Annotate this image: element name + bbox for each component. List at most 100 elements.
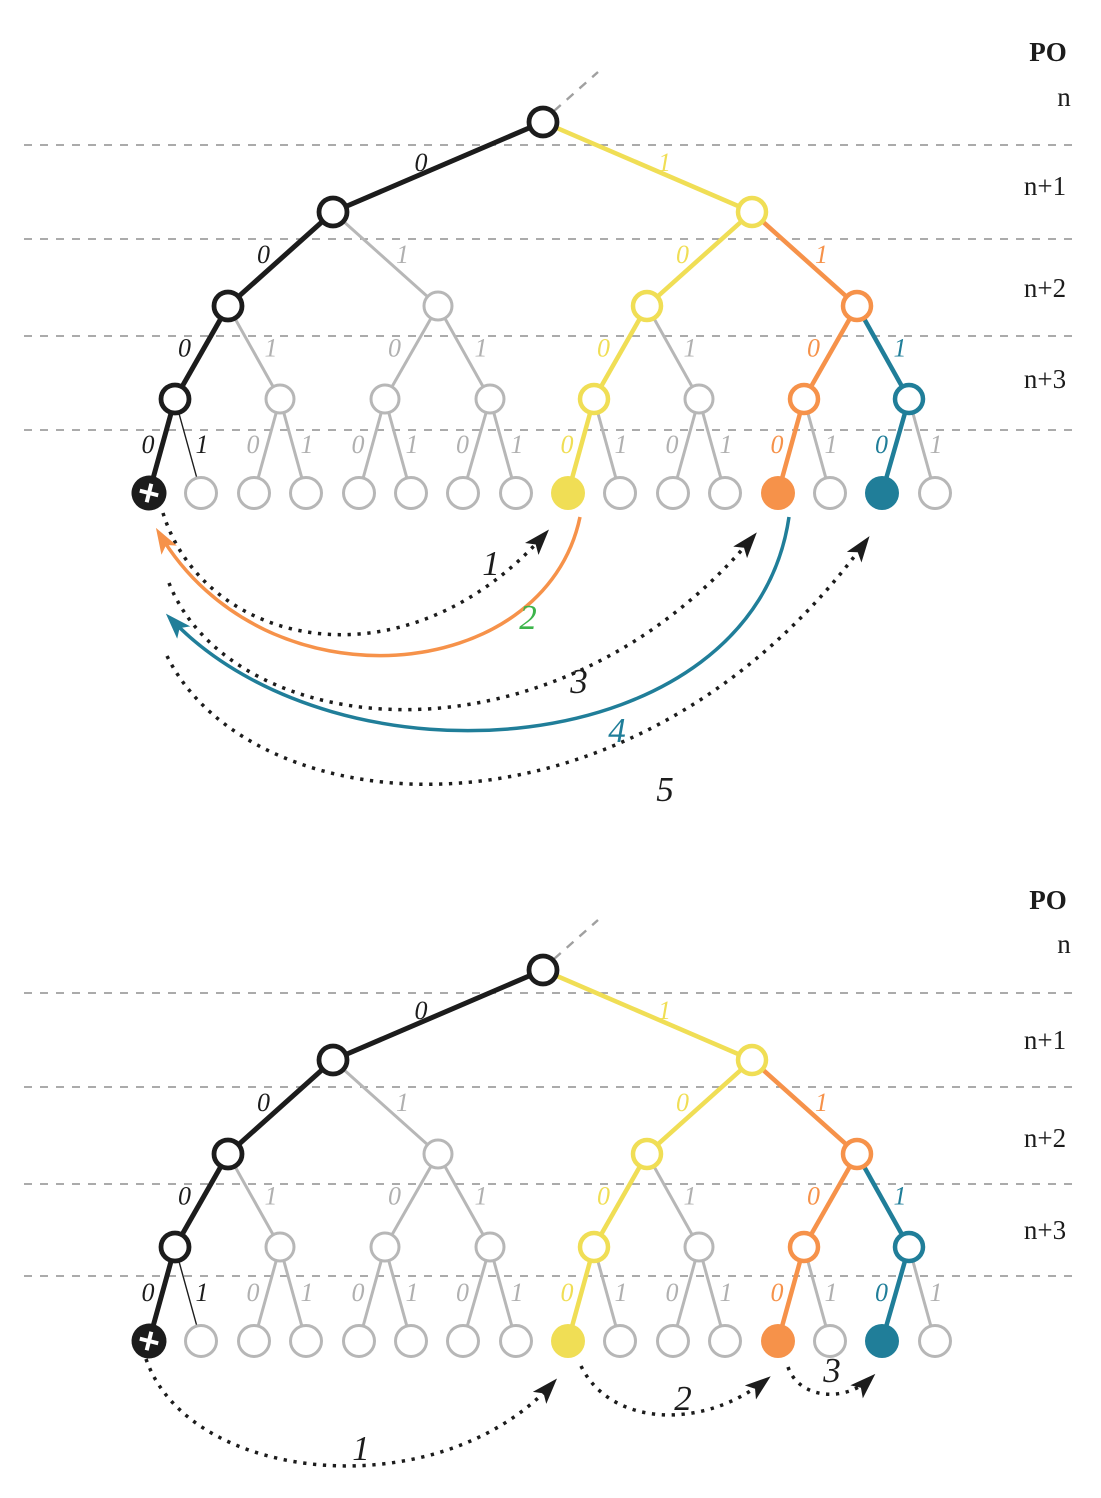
leaf-node-l6 <box>446 476 480 510</box>
edge-bit-label: 1 <box>825 1278 838 1307</box>
leaf-node-l11 <box>708 476 742 510</box>
leaf-node-l2 <box>237 1324 271 1358</box>
leaf-node-l9 <box>603 1324 637 1358</box>
leaf-node-l8 <box>551 1324 585 1358</box>
tree-edge <box>383 1153 440 1248</box>
edge-bit-label: 0 <box>142 1278 155 1307</box>
tree-node-b2 <box>630 289 664 323</box>
tree-node-a0 <box>316 195 350 229</box>
leaf-node-l7 <box>499 476 533 510</box>
edge-bit-label: 0 <box>676 240 689 269</box>
level-label: n+3 <box>1024 1215 1066 1245</box>
leaf-node-l15 <box>918 476 952 510</box>
edge-bit-label: 1 <box>265 1181 278 1210</box>
tree-edge <box>331 1058 440 1156</box>
edge-bit-label: 1 <box>615 1278 628 1307</box>
top-diagram: 0 1 0 1 0 1 0 1 0 1 0 1 0 1 0 1 0 1 0 1 0 1 0 1 0 1 0 1 0 1 PO n n+1 n+2 n… <box>24 37 1080 809</box>
edge-bit-label: 0 <box>352 1278 365 1307</box>
tree-edge <box>226 1153 282 1248</box>
edge-bit-label: 0 <box>807 1181 820 1210</box>
root-continuation-dashed-line <box>553 919 599 960</box>
leaf-node-l5 <box>394 476 428 510</box>
tree-edge <box>332 967 544 1063</box>
root-continuation-dashed-line <box>553 71 599 112</box>
tree-node-c7 <box>892 1230 926 1264</box>
edge-bit-label: 1 <box>301 1278 314 1307</box>
jump-arrow-3 <box>167 532 757 712</box>
tree-edge <box>645 305 701 400</box>
tree-edge <box>645 1058 754 1156</box>
leaf-node-l3 <box>289 1324 323 1358</box>
edge-bit-label: 1 <box>196 1278 209 1307</box>
tree-node-c6 <box>787 382 821 416</box>
tree-node-c1 <box>264 1231 296 1263</box>
edge-bit-label: 1 <box>658 148 671 177</box>
tree-edge <box>802 304 859 401</box>
jump-arrow-label: 1 <box>352 1429 370 1468</box>
edge-bit-label: 0 <box>875 430 888 459</box>
edge-bit-label: 0 <box>142 430 155 459</box>
leaf-node-l10 <box>656 1324 690 1358</box>
jump-arrow-2 <box>155 516 582 658</box>
tree-edge <box>332 119 544 215</box>
leaf-node-l12 <box>761 476 795 510</box>
leaf-node-l15 <box>918 1324 952 1358</box>
leaf-node-l7 <box>499 1324 533 1358</box>
edge-bit-label: 0 <box>875 1278 888 1307</box>
tree-edge <box>750 1058 859 1156</box>
level-label: n <box>1057 82 1071 112</box>
tree-edge <box>750 210 859 308</box>
tree-edge <box>645 210 754 308</box>
jump-arrow-2 <box>579 1365 771 1417</box>
jump-arrow-label: 1 <box>482 544 500 583</box>
edge-bit-label: 1 <box>894 333 907 362</box>
tree-node-b2 <box>630 1137 664 1171</box>
edge-bit-label: 0 <box>388 333 401 362</box>
tree-node-c5 <box>683 1231 715 1263</box>
tree-edge <box>855 304 911 401</box>
tree-edge <box>542 967 753 1063</box>
edge-bit-label: 1 <box>396 240 409 269</box>
edge-bit-label: 1 <box>930 430 943 459</box>
edge-bit-label: 1 <box>815 240 828 269</box>
tree-node-b1 <box>422 1138 454 1170</box>
tree-node-b3 <box>840 1137 874 1171</box>
edge-bit-label: 1 <box>265 333 278 362</box>
po-column-label: PO <box>1029 37 1067 67</box>
tree-node-b1 <box>422 290 454 322</box>
tree-edge <box>436 1153 492 1248</box>
leaf-node-l2 <box>237 476 271 510</box>
tree-node-a1 <box>735 195 769 229</box>
tree-node-c5 <box>683 383 715 415</box>
jump-arrow-5 <box>165 536 870 786</box>
leaf-node-l4 <box>342 476 376 510</box>
tree-edge <box>331 210 440 308</box>
level-label: n+2 <box>1024 1123 1066 1153</box>
edge-bit-label: 0 <box>388 1181 401 1210</box>
bottom-diagram: 0 1 0 1 0 1 0 1 0 1 0 1 0 1 0 1 0 1 0 1 0 1 0 1 0 1 0 1 0 1 PO n n+1 n+2 n… <box>24 885 1080 1468</box>
tree-node-c4 <box>577 1230 611 1264</box>
tree-node-c4 <box>577 382 611 416</box>
edge-bit-label: 0 <box>257 240 270 269</box>
xor-leaf-icon <box>131 1323 167 1359</box>
edge-bit-label: 0 <box>771 430 784 459</box>
leaf-node-l8 <box>551 476 585 510</box>
edge-bit-label: 0 <box>597 333 610 362</box>
edge-bit-label: 0 <box>415 996 428 1025</box>
tree-node-b0 <box>211 289 245 323</box>
tree-edge <box>226 210 335 308</box>
level-label: n+3 <box>1024 364 1066 394</box>
edge-bit-label: 0 <box>666 430 679 459</box>
tree-node-c3 <box>474 383 506 415</box>
tree-node-c6 <box>787 1230 821 1264</box>
tree-node-b0 <box>211 1137 245 1171</box>
tree-edge <box>592 304 649 401</box>
tree-node-a1 <box>735 1043 769 1077</box>
edge-bit-label: 0 <box>561 430 574 459</box>
tree-node-c0 <box>158 382 192 416</box>
leaf-node-l9 <box>603 476 637 510</box>
leaf-node-l1 <box>184 1324 218 1358</box>
edge-bit-label: 0 <box>666 1278 679 1307</box>
po-column-label: PO <box>1029 885 1067 915</box>
